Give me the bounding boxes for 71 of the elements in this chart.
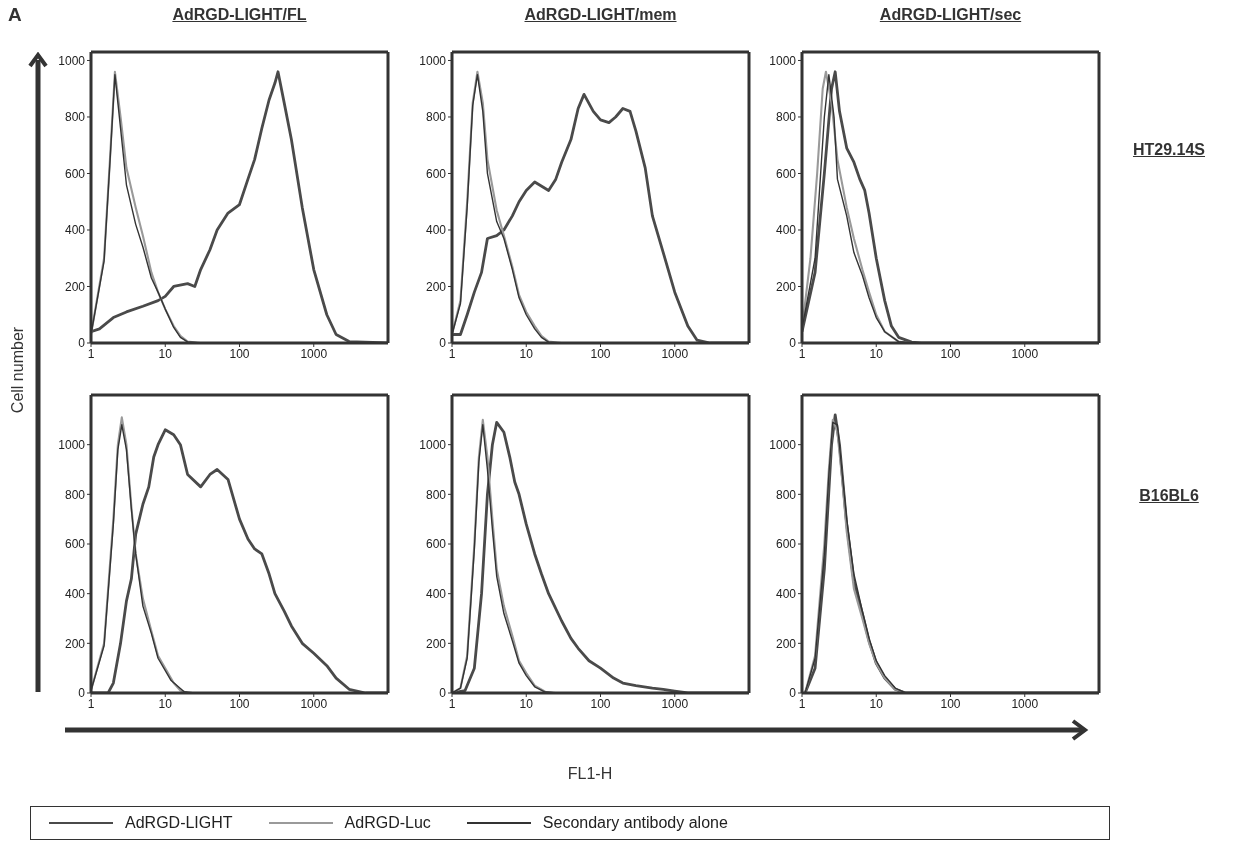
y-tick-label: 800	[64, 110, 86, 125]
y-tick-label: 0	[439, 686, 447, 701]
y-tick-label: 1000	[769, 53, 797, 68]
x-tick-label: 100	[940, 346, 961, 361]
y-tick-label: 600	[64, 166, 86, 181]
x-tick-label: 10	[519, 696, 534, 711]
x-tick-label: 100	[229, 696, 250, 711]
text: A	[8, 4, 22, 26]
x-tick-label: 1	[798, 346, 806, 361]
text: B16BL6	[1138, 487, 1200, 505]
y-tick-label: 200	[64, 279, 86, 294]
y-tick-label: 200	[775, 279, 797, 294]
legend-label: AdRGD-LIGHT	[125, 814, 233, 832]
y-tick-label: 1000	[419, 437, 447, 452]
legend-label: Secondary antibody alone	[542, 814, 728, 832]
x-tick-label: 1	[798, 696, 806, 711]
y-tick-label: 0	[78, 336, 86, 351]
y-tick-label: 0	[789, 686, 797, 701]
x-tick-label: 1000	[661, 346, 689, 361]
x-tick-label: 1000	[661, 696, 689, 711]
y-tick-label: 400	[425, 223, 447, 238]
x-tick-label: 1000	[1011, 346, 1039, 361]
y-tick-label: 0	[439, 336, 447, 351]
x-tick-label: 1	[448, 696, 456, 711]
y-tick-label: 600	[425, 537, 447, 552]
y-axis-title: Cell number	[9, 326, 27, 414]
y-tick-label: 1000	[58, 53, 86, 68]
y-tick-label: 0	[78, 686, 86, 701]
y-tick-label: 200	[64, 636, 86, 651]
y-tick-label: 800	[775, 487, 797, 502]
x-tick-label: 1	[87, 346, 95, 361]
x-tick-label: 100	[590, 346, 611, 361]
y-tick-label: 200	[425, 636, 447, 651]
x-tick-label: 10	[158, 696, 173, 711]
text: HT29.14S	[1131, 140, 1206, 159]
x-tick-label: 1	[87, 696, 95, 711]
x-tick-label: 1	[448, 346, 456, 361]
y-tick-label: 200	[425, 279, 447, 294]
y-tick-label: 800	[425, 110, 447, 125]
y-tick-label: 0	[789, 336, 797, 351]
x-tick-label: 1000	[300, 346, 328, 361]
legend-label: AdRGD-Luc	[344, 814, 431, 832]
y-tick-label: 400	[775, 586, 797, 601]
y-tick-label: 600	[775, 537, 797, 552]
y-tick-label: 1000	[58, 437, 86, 452]
y-tick-label: 600	[425, 166, 447, 181]
chart-title: AdRGD-LIGHT/FL	[171, 6, 308, 24]
x-tick-label: 100	[590, 696, 611, 711]
y-tick-label: 600	[64, 537, 86, 552]
y-tick-label: 200	[775, 636, 797, 651]
x-tick-label: 10	[869, 696, 884, 711]
x-tick-label: 100	[229, 346, 250, 361]
x-axis-title: FL1-H	[566, 765, 614, 783]
y-tick-label: 600	[775, 166, 797, 181]
y-tick-label: 1000	[769, 437, 797, 452]
chart-title: AdRGD-LIGHT/mem	[523, 6, 678, 24]
x-tick-label: 1000	[1011, 696, 1039, 711]
x-tick-label: 10	[519, 346, 534, 361]
y-tick-label: 400	[64, 223, 86, 238]
chart-title: AdRGD-LIGHT/sec	[878, 6, 1023, 24]
y-tick-label: 400	[425, 586, 447, 601]
y-tick-label: 800	[425, 487, 447, 502]
y-tick-label: 1000	[419, 53, 447, 68]
x-tick-label: 100	[940, 696, 961, 711]
y-tick-label: 400	[775, 223, 797, 238]
y-tick-label: 800	[775, 110, 797, 125]
x-tick-label: 10	[158, 346, 173, 361]
x-tick-label: 1000	[300, 696, 328, 711]
y-tick-label: 800	[64, 487, 86, 502]
y-tick-label: 400	[64, 586, 86, 601]
x-tick-label: 10	[869, 346, 884, 361]
